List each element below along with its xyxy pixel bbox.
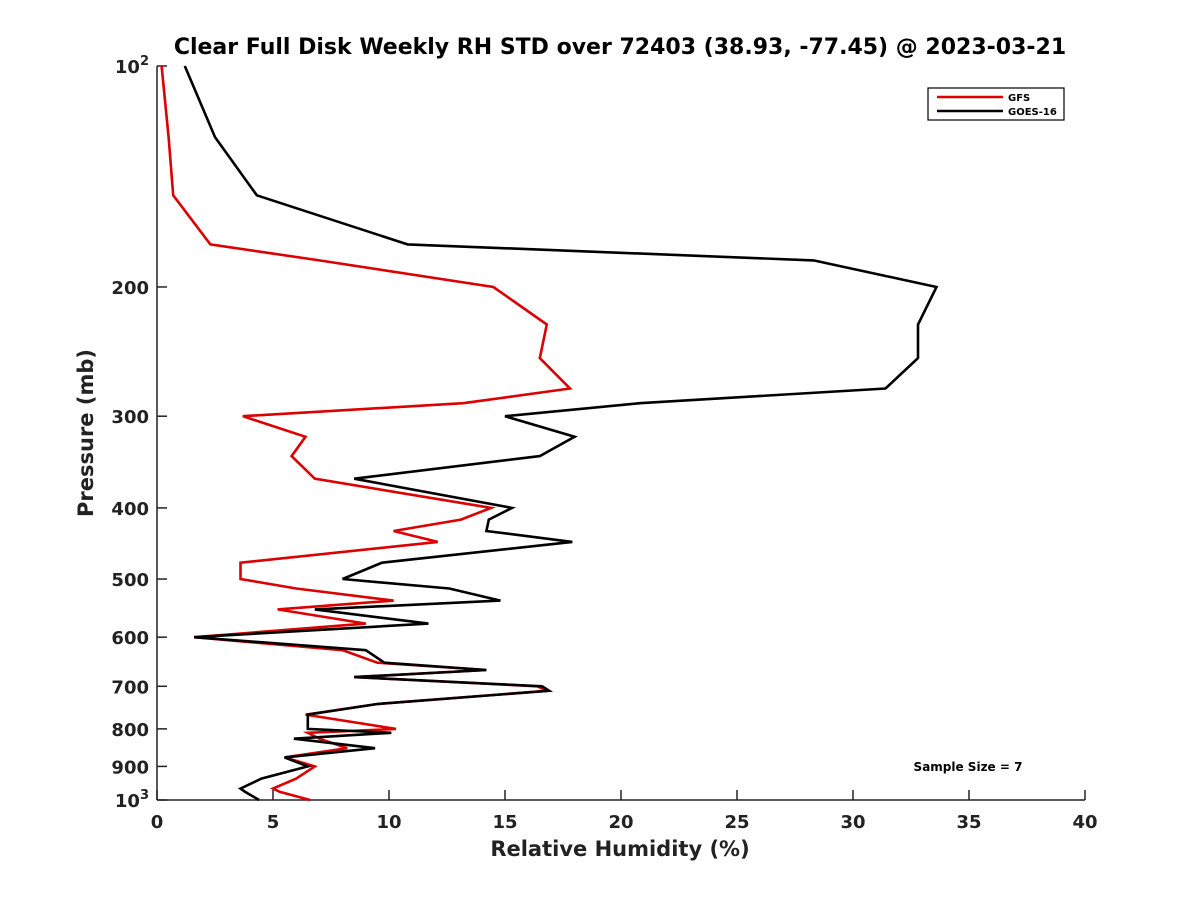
y-tick-label: 800: [111, 720, 149, 741]
x-axis-label: Relative Humidity (%): [490, 837, 749, 861]
y-tick-label: 102: [115, 54, 149, 78]
series-layer: [160, 65, 939, 802]
x-tick-label: 0: [151, 812, 164, 833]
y-tick-label: 900: [111, 757, 149, 778]
y-tick-label: 700: [111, 677, 149, 698]
x-tick-label: 20: [608, 812, 633, 833]
series-line-gfs: [160, 65, 573, 802]
y-axis-label: Pressure (mb): [74, 349, 98, 517]
y-axis-ticks: 102 200 300 400 500 600 700 800 900 103: [111, 54, 167, 812]
y-tick-label: 400: [111, 499, 149, 520]
x-axis-ticks: 0 5 10 15 20 25 30 35 40: [151, 790, 1098, 833]
y-tick-label: 500: [111, 570, 149, 591]
x-tick-label: 35: [956, 812, 981, 833]
chart-title: Clear Full Disk Weekly RH STD over 72403…: [174, 35, 1066, 60]
y-tick-label: 103: [115, 788, 149, 812]
x-tick-label: 5: [267, 812, 280, 833]
x-tick-label: 25: [724, 812, 749, 833]
y-tick-label: 600: [111, 628, 149, 649]
legend: GFS GOES-16: [927, 87, 1065, 121]
y-tick-label: 300: [111, 407, 149, 428]
x-tick-label: 30: [840, 812, 865, 833]
series-line-goes16: [183, 65, 939, 802]
legend-label-gfs: GFS: [1008, 93, 1030, 104]
x-tick-label: 15: [492, 812, 517, 833]
x-tick-label: 10: [376, 812, 401, 833]
x-tick-label: 40: [1072, 812, 1097, 833]
plot-area: 0 5 10 15 20 25 30 35 40 102 200 300 400 500 600 700 80…: [111, 54, 1097, 833]
sample-size-annotation: Sample Size = 7: [914, 760, 1023, 774]
y-tick-label: 200: [111, 278, 149, 299]
legend-label-goes16: GOES-16: [1008, 107, 1057, 118]
legend-box: [927, 87, 1065, 121]
